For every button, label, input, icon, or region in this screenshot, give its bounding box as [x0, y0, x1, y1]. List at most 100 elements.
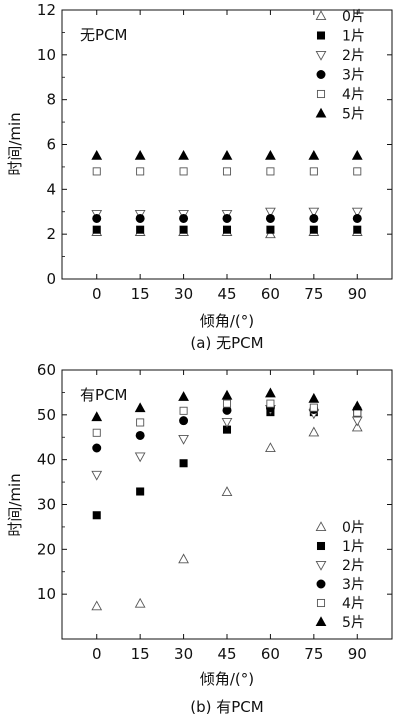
data-point	[178, 391, 189, 401]
data-point	[265, 207, 276, 218]
data-point	[221, 417, 233, 428]
data-point	[92, 213, 102, 223]
x-tick-label: 0	[92, 285, 102, 303]
y-axis-label: 时间/min	[6, 473, 24, 536]
y-tick-label: 10	[37, 585, 56, 603]
data-point	[351, 207, 363, 218]
data-point	[353, 225, 362, 234]
x-tick-label: 30	[174, 285, 193, 303]
series-5	[91, 149, 363, 160]
panel-caption: (b) 有PCM	[190, 698, 263, 716]
series-3	[92, 213, 362, 223]
legend-marker	[316, 31, 326, 40]
x-tick-label: 60	[261, 645, 280, 663]
legend-label: 4片	[342, 87, 365, 103]
legend-marker	[315, 521, 327, 532]
legend-label: 2片	[342, 48, 365, 64]
data-point	[222, 167, 232, 176]
x-tick-label: 75	[304, 645, 323, 663]
data-point	[265, 213, 275, 223]
series-0	[91, 421, 363, 611]
data-point	[353, 167, 362, 176]
data-point	[135, 430, 145, 440]
data-point	[134, 149, 146, 160]
x-tick-label: 45	[217, 645, 236, 663]
data-point	[221, 389, 233, 400]
y-tick-label: 0	[46, 270, 56, 288]
x-tick-label: 90	[348, 645, 367, 663]
legend-marker	[315, 10, 327, 21]
data-point	[135, 213, 145, 223]
legend-marker	[315, 107, 327, 118]
y-tick-label: 30	[37, 496, 56, 514]
legend-label: 3片	[342, 68, 365, 84]
data-point	[178, 149, 189, 160]
data-point	[309, 167, 318, 176]
data-point	[308, 149, 320, 160]
data-point	[265, 442, 276, 453]
data-point	[136, 418, 145, 427]
data-point	[92, 167, 101, 176]
legend-label: 1片	[342, 29, 365, 45]
legend-marker	[316, 89, 326, 99]
data-point	[179, 416, 189, 426]
data-point	[351, 421, 363, 432]
legend: 0片 1片 2片 3片 4片 5片	[315, 520, 365, 631]
data-point	[178, 435, 189, 445]
y-tick-label: 50	[37, 406, 56, 424]
series-4	[92, 167, 362, 176]
data-point	[221, 149, 233, 160]
data-point	[91, 470, 103, 481]
data-point	[308, 426, 320, 437]
data-point	[265, 149, 276, 160]
data-point	[222, 225, 232, 234]
y-tick-label: 8	[46, 91, 56, 109]
data-point	[222, 213, 232, 223]
legend-label: 3片	[342, 577, 365, 593]
panel-b: 0 15 30 45 60 75 90 10 20 30 40 50 60 倾角/(°) 时间/min 有PC…	[6, 361, 393, 716]
data-point	[179, 406, 188, 415]
data-point	[351, 400, 363, 411]
legend-label: 4片	[342, 596, 365, 612]
data-point	[134, 597, 146, 608]
legend-label: 5片	[342, 107, 365, 123]
data-point	[309, 225, 318, 234]
panel-caption: (a) 无PCM	[190, 334, 263, 352]
data-point	[266, 225, 275, 234]
data-point	[179, 167, 188, 176]
data-point	[309, 213, 319, 223]
data-point	[91, 600, 103, 611]
data-point	[134, 452, 146, 463]
legend-marker	[315, 50, 327, 61]
legend-label: 5片	[342, 615, 365, 631]
series-5	[91, 387, 363, 422]
legend-marker	[315, 560, 327, 571]
data-point	[179, 213, 189, 223]
x-tick-label: 30	[174, 645, 193, 663]
data-point	[222, 399, 232, 408]
x-tick-label: 15	[131, 285, 150, 303]
data-point	[92, 225, 101, 234]
data-point	[136, 225, 145, 234]
data-point	[308, 207, 320, 218]
series-4	[92, 399, 362, 437]
x-tick-label: 60	[261, 285, 280, 303]
data-point	[136, 487, 145, 496]
series-2	[91, 404, 363, 481]
legend-marker	[316, 70, 326, 79]
data-point	[179, 459, 188, 468]
legend: 0片 1片 2片 3片 4片 5片	[315, 9, 365, 123]
x-axis-label: 倾角/(°)	[200, 312, 254, 330]
panel-inset-title: 有PCM	[80, 386, 127, 404]
data-point	[178, 553, 189, 564]
y-axis-label: 时间/min	[6, 112, 24, 175]
data-point	[266, 399, 275, 408]
data-point	[91, 149, 103, 160]
data-point	[309, 403, 318, 412]
y-tick-label: 60	[37, 361, 56, 379]
data-point	[351, 149, 363, 160]
x-tick-label: 15	[131, 645, 150, 663]
data-point	[92, 511, 101, 520]
legend-label: 1片	[342, 539, 365, 555]
